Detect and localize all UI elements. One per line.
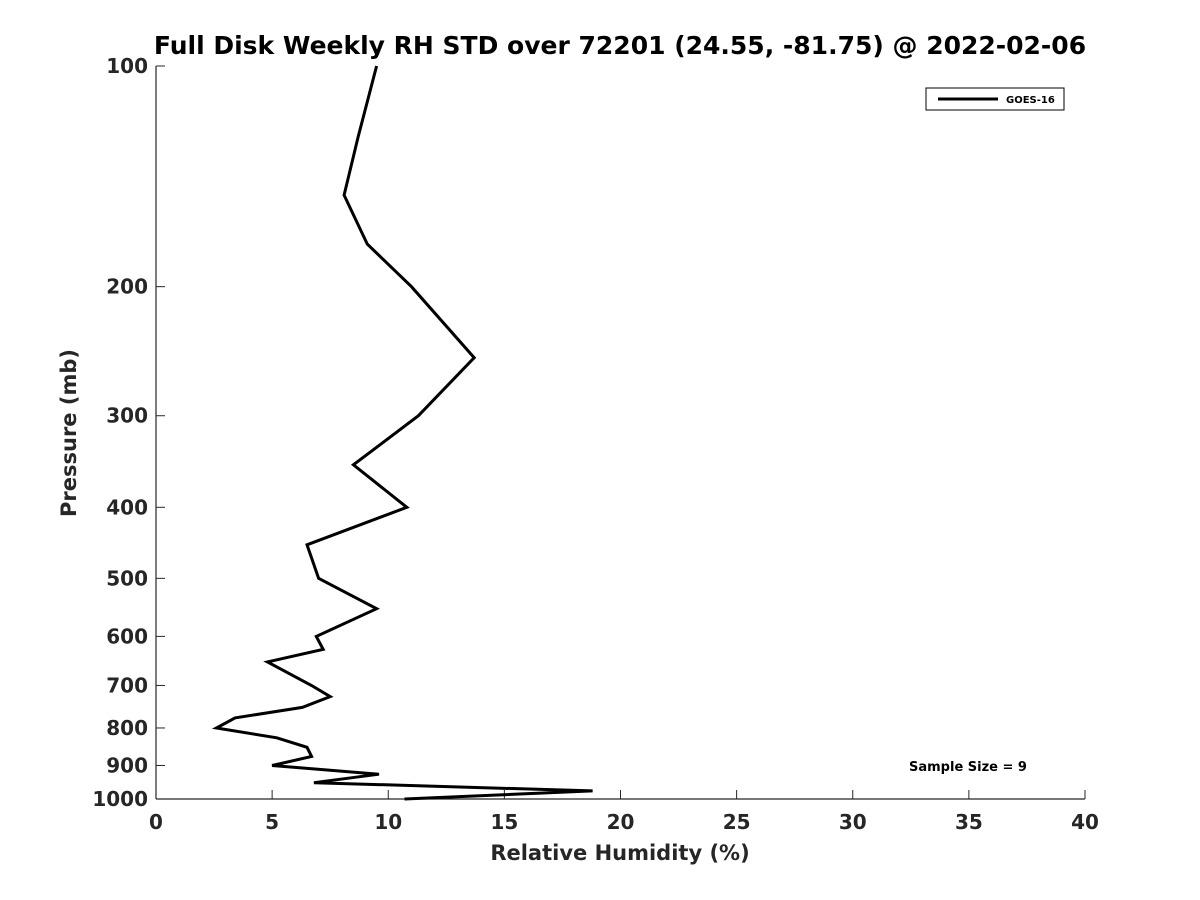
y-tick-label: 200 bbox=[106, 275, 148, 299]
x-tick-label: 35 bbox=[955, 810, 983, 834]
y-tick-label: 500 bbox=[106, 566, 148, 590]
y-tick-label: 100 bbox=[106, 54, 148, 78]
y-tick-label: 1000 bbox=[92, 787, 148, 811]
legend-label-goes-16: GOES-16 bbox=[1006, 95, 1055, 106]
y-tick-label: 900 bbox=[106, 753, 148, 777]
x-tick-label: 5 bbox=[265, 810, 279, 834]
x-tick-label: 15 bbox=[490, 810, 518, 834]
x-tick-label: 0 bbox=[149, 810, 163, 834]
series-line-goes-16 bbox=[211, 65, 593, 801]
legend: GOES-16 bbox=[925, 87, 1065, 111]
y-tick-label: 300 bbox=[106, 404, 148, 428]
x-tick-label: 30 bbox=[839, 810, 867, 834]
y-tick-label: 400 bbox=[106, 495, 148, 519]
y-tick-label: 700 bbox=[106, 673, 148, 697]
y-tick-label: 800 bbox=[106, 716, 148, 740]
x-tick-label: 10 bbox=[374, 810, 402, 834]
chart-title: Full Disk Weekly RH STD over 72201 (24.5… bbox=[154, 31, 1086, 60]
axes: 0 5 10 15 20 25 30 35 40 100 200 300 400 500 600 700 800… bbox=[92, 54, 1099, 834]
y-axis-label: Pressure (mb) bbox=[57, 349, 81, 517]
x-tick-label: 20 bbox=[607, 810, 635, 834]
x-tick-label: 40 bbox=[1071, 810, 1099, 834]
sample-size-annotation: Sample Size = 9 bbox=[909, 760, 1027, 775]
x-tick-label: 25 bbox=[723, 810, 751, 834]
x-axis-label: Relative Humidity (%) bbox=[490, 841, 749, 865]
y-tick-label: 600 bbox=[106, 624, 148, 648]
series-layer bbox=[211, 65, 593, 801]
